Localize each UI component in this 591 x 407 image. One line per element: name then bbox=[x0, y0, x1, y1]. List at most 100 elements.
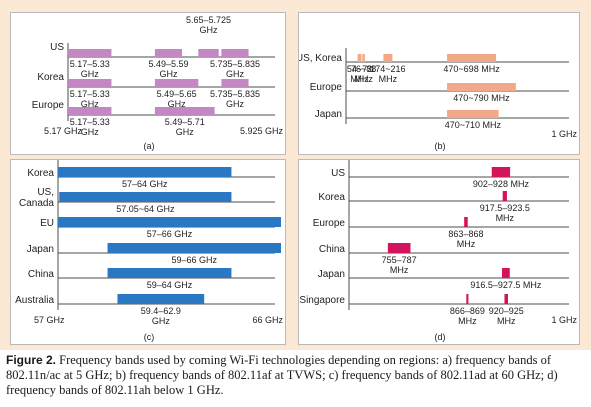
band-label: 5.735–5.835 bbox=[210, 59, 260, 69]
row-label: US bbox=[50, 42, 64, 53]
axis-end-label: 1 GHz bbox=[551, 315, 577, 325]
band-bar bbox=[59, 192, 232, 202]
row-label: Japan bbox=[27, 244, 54, 255]
band-label: 76~88 bbox=[351, 64, 376, 74]
band-label: 866–869 bbox=[450, 306, 485, 316]
row-label: Europe bbox=[310, 82, 343, 93]
band-label: 916.5–927.5 MHz bbox=[470, 280, 542, 290]
row-label: Korea bbox=[318, 192, 345, 203]
panel-label: (a) bbox=[144, 141, 155, 151]
caption-text: Frequency bands used by coming Wi-Fi tec… bbox=[6, 353, 558, 397]
band-label: GHz bbox=[226, 99, 245, 109]
band-bar bbox=[198, 49, 219, 57]
axis-start-label: 57 GHz bbox=[34, 315, 65, 325]
band-bar bbox=[387, 243, 411, 253]
band-label: 59–66 GHz bbox=[172, 255, 218, 265]
band-bar bbox=[68, 107, 112, 115]
band-bar bbox=[466, 294, 469, 304]
band-label: 5.49–5.65 bbox=[157, 89, 197, 99]
caption-label: Figure 2. bbox=[6, 353, 57, 367]
row-label: US bbox=[331, 168, 345, 179]
band-label: GHz bbox=[152, 316, 171, 326]
band-label: GHz bbox=[159, 69, 178, 79]
band-label: MHz bbox=[354, 74, 373, 84]
band-label: 917.5–923.5 bbox=[480, 203, 530, 213]
band-bar bbox=[154, 107, 215, 115]
row-label: Japan bbox=[315, 109, 342, 120]
band-bar bbox=[107, 243, 281, 253]
band-label: 863–868 bbox=[448, 229, 483, 239]
row-label: Singapore bbox=[299, 295, 345, 306]
figure-panel: US Korea Europe 5.17–5.33 GHz 5.49–5.59 GHz 5.7… bbox=[0, 0, 591, 350]
band-bar bbox=[362, 54, 365, 62]
row-label: Korea bbox=[37, 72, 64, 83]
row-label: Korea bbox=[27, 168, 54, 179]
band-bar bbox=[502, 191, 507, 201]
band-label: MHz bbox=[458, 316, 477, 326]
band-bar bbox=[383, 54, 393, 62]
band-label: 920–925 bbox=[489, 306, 524, 316]
band-label: 5.17–5.33 bbox=[70, 89, 110, 99]
axis-end-label: 5.925 GHz bbox=[240, 126, 284, 136]
band-label: GHz bbox=[81, 69, 100, 79]
band-label: 174~216 bbox=[370, 64, 405, 74]
panel-label: (d) bbox=[435, 332, 446, 342]
row-label: China bbox=[319, 244, 346, 255]
row-label: Canada bbox=[19, 198, 54, 209]
band-label: 5.49–5.59 bbox=[148, 59, 188, 69]
band-label: 5.17–5.33 bbox=[70, 117, 110, 127]
band-label: MHz bbox=[390, 265, 409, 275]
row-label: Europe bbox=[32, 100, 65, 111]
band-bar bbox=[117, 294, 205, 304]
band-label: 5.49–5.71 bbox=[165, 117, 205, 127]
band-bar bbox=[58, 217, 281, 227]
row-label: EU bbox=[40, 218, 54, 229]
band-bar bbox=[504, 294, 508, 304]
band-label: 59–64 GHz bbox=[147, 280, 193, 290]
band-label: 54~72 bbox=[347, 64, 372, 74]
band-bar bbox=[58, 167, 232, 177]
band-label: GHz bbox=[226, 69, 245, 79]
top-band-label: GHz bbox=[200, 25, 219, 35]
band-label: MHz bbox=[497, 316, 516, 326]
band-label: GHz bbox=[168, 99, 187, 109]
panel-c: Korea US, Canada EU Japan China Australia 57–64… bbox=[10, 159, 286, 345]
band-bar bbox=[447, 54, 497, 62]
band-bar bbox=[221, 49, 249, 57]
band-label: 57–66 GHz bbox=[147, 229, 193, 239]
band-label: MHz bbox=[496, 213, 515, 223]
panel-a: US Korea Europe 5.17–5.33 GHz 5.49–5.59 GHz 5.7… bbox=[10, 12, 286, 155]
band-label: MHz bbox=[457, 239, 476, 249]
band-label: MHz bbox=[379, 74, 398, 84]
top-band-label: 5.65–5.725 bbox=[186, 15, 231, 25]
band-bar bbox=[68, 49, 112, 57]
row-label: Australia bbox=[15, 295, 54, 306]
band-bar bbox=[221, 79, 249, 87]
band-label: 57.05~64 GHz bbox=[116, 204, 175, 214]
band-bar bbox=[154, 49, 183, 57]
row-label: Japan bbox=[318, 269, 345, 280]
band-label: 57–64 GHz bbox=[122, 179, 168, 189]
row-label: US, Korea bbox=[299, 53, 342, 64]
figure-caption: Figure 2. Frequency bands used by coming… bbox=[6, 353, 586, 398]
band-label: 755–787 bbox=[382, 255, 417, 265]
band-label: 5.17–5.33 bbox=[70, 59, 110, 69]
row-label: US, bbox=[37, 187, 54, 198]
panel-label: (b) bbox=[435, 141, 446, 151]
band-bar bbox=[501, 268, 510, 278]
row-label: Europe bbox=[313, 218, 346, 229]
band-bar bbox=[107, 268, 232, 278]
band-label: 470~710 MHz bbox=[445, 120, 502, 130]
band-label: 470~698 MHz bbox=[443, 64, 500, 74]
panel-b: US, Korea Europe Japan 54~72 MHz 76~88 MHz 174~… bbox=[298, 12, 580, 155]
panel-d: US Korea Europe China Japan Singapore 902–928 … bbox=[298, 159, 580, 345]
axis-start-label: 5.17 GHz bbox=[44, 126, 83, 136]
axis-end-label: 66 GHz bbox=[252, 315, 283, 325]
band-label: GHz bbox=[176, 127, 195, 137]
band-label: MHz bbox=[350, 74, 369, 84]
band-bar bbox=[357, 54, 362, 62]
band-label: GHz bbox=[81, 99, 100, 109]
band-label: 470~790 MHz bbox=[453, 93, 510, 103]
band-bar bbox=[447, 110, 499, 118]
axis-end-label: 1 GHz bbox=[551, 129, 577, 139]
